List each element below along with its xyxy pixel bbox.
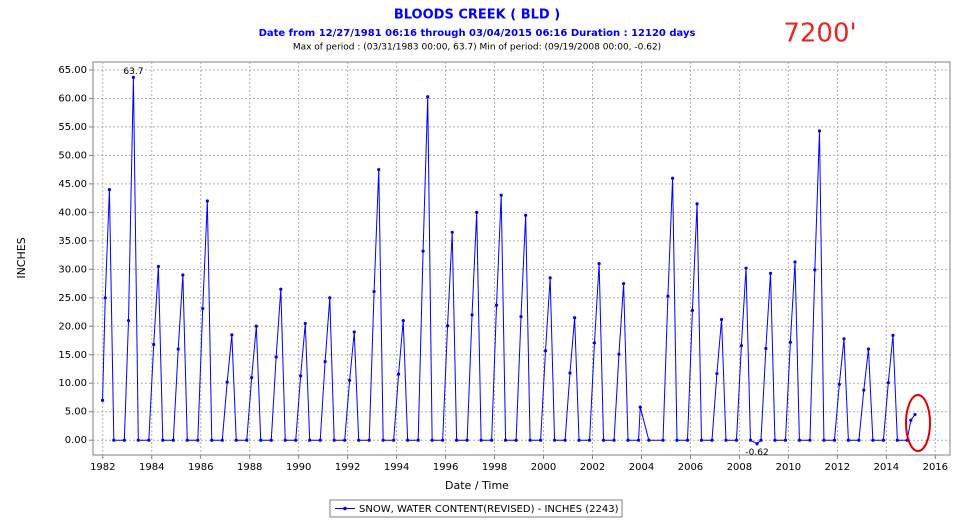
y-tick-label: 40.00 xyxy=(58,207,87,218)
y-tick-label: 25.00 xyxy=(58,293,87,304)
y-tick-label: 60.00 xyxy=(58,93,87,104)
x-tick-label: 1988 xyxy=(237,462,262,473)
elevation-note: 7200' xyxy=(783,19,856,49)
data-label: -0.62 xyxy=(745,448,768,458)
y-tick-label: 30.00 xyxy=(58,264,87,275)
y-tick-label: 10.00 xyxy=(58,378,87,389)
legend xyxy=(329,499,623,518)
x-tick-label: 2006 xyxy=(678,462,703,473)
x-tick-label: 2000 xyxy=(531,462,556,473)
chart-subtitle: Date from 12/27/1981 06:16 through 03/04… xyxy=(259,28,696,39)
x-tick-label: 1998 xyxy=(482,462,507,473)
x-tick-label: 1986 xyxy=(188,462,213,473)
legend-label: SNOW, WATER CONTENT(REVISED) - INCHES (2… xyxy=(359,504,619,515)
y-tick-label: 15.00 xyxy=(58,350,87,361)
y-tick-label: 55.00 xyxy=(58,122,87,133)
x-tick-label: 2014 xyxy=(874,462,899,473)
x-tick-label: 2010 xyxy=(776,462,801,473)
y-tick-label: 65.00 xyxy=(58,65,87,76)
x-tick-label: 1984 xyxy=(139,462,164,473)
series-line xyxy=(100,75,917,446)
y-tick-label: 50.00 xyxy=(58,150,87,161)
x-tick-label: 2002 xyxy=(580,462,605,473)
y-tick-label: 45.00 xyxy=(58,179,87,190)
y-tick-label: 35.00 xyxy=(58,236,87,247)
x-tick-label: 2016 xyxy=(923,462,948,473)
highlight-ellipse xyxy=(905,394,931,452)
x-tick-label: 2004 xyxy=(629,462,654,473)
x-tick-label: 1994 xyxy=(384,462,409,473)
x-tick-label: 1996 xyxy=(433,462,458,473)
legend-swatch-dot xyxy=(343,506,347,511)
x-axis-label: Date / Time xyxy=(445,479,509,492)
x-tick-label: 2012 xyxy=(825,462,850,473)
period-note: Max of period : (03/31/1983 00:00, 63.7)… xyxy=(293,43,661,53)
y-tick-label: 0.00 xyxy=(65,435,87,446)
data-label: 63.7 xyxy=(123,67,143,77)
x-tick-label: 1982 xyxy=(90,462,115,473)
y-tick-label: 20.00 xyxy=(58,321,87,332)
x-tick-label: 1992 xyxy=(335,462,360,473)
y-axis-label: INCHES xyxy=(15,237,28,278)
x-tick-label: 1990 xyxy=(286,462,311,473)
chart-title: BLOODS CREEK ( BLD ) xyxy=(394,8,560,23)
y-tick-label: 5.00 xyxy=(65,407,87,418)
x-tick-label: 2008 xyxy=(727,462,752,473)
